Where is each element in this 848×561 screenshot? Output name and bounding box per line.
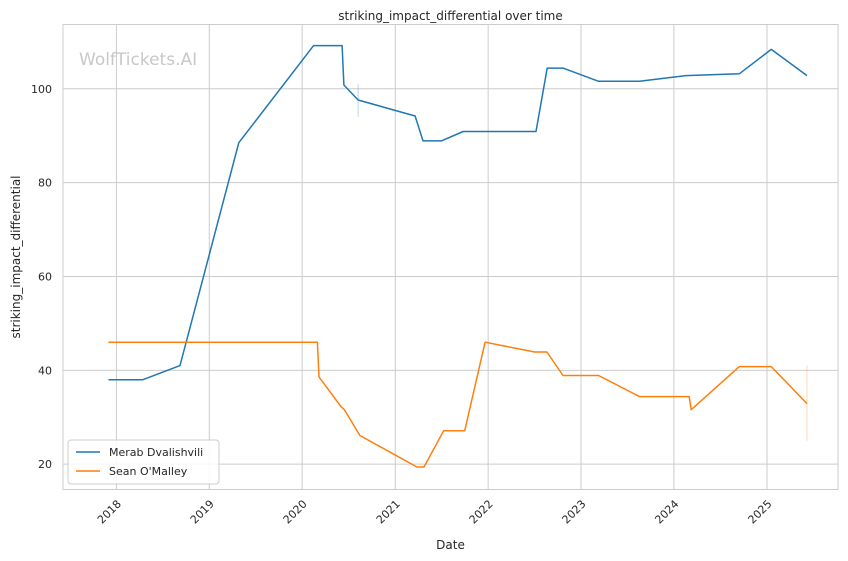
watermark-text: WolfTickets.AI — [79, 50, 197, 70]
legend-label-0: Merab Dvalishvili — [109, 446, 203, 459]
legend: Merab Dvalishvili Sean O'Malley — [67, 439, 220, 485]
series-line-0 — [108, 44, 808, 381]
y-tick-label-60: 60 — [38, 270, 52, 283]
series-lines — [108, 44, 808, 468]
series-line-1 — [108, 341, 808, 468]
legend-box — [67, 439, 220, 485]
legend-label-1: Sean O'Malley — [109, 465, 188, 478]
chart-title: striking_impact_differential over time — [338, 9, 563, 23]
y-tick-label-40: 40 — [38, 364, 52, 377]
y-tick-label-80: 80 — [38, 177, 52, 190]
y-tick-label-100: 100 — [31, 83, 52, 96]
y-tick-labels: 20 40 60 80 100 — [31, 83, 52, 471]
y-tick-label-20: 20 — [38, 458, 52, 471]
y-axis-label: striking_impact_differential — [9, 175, 23, 338]
plot-frame — [62, 24, 839, 490]
x-axis-label: Date — [436, 538, 465, 552]
